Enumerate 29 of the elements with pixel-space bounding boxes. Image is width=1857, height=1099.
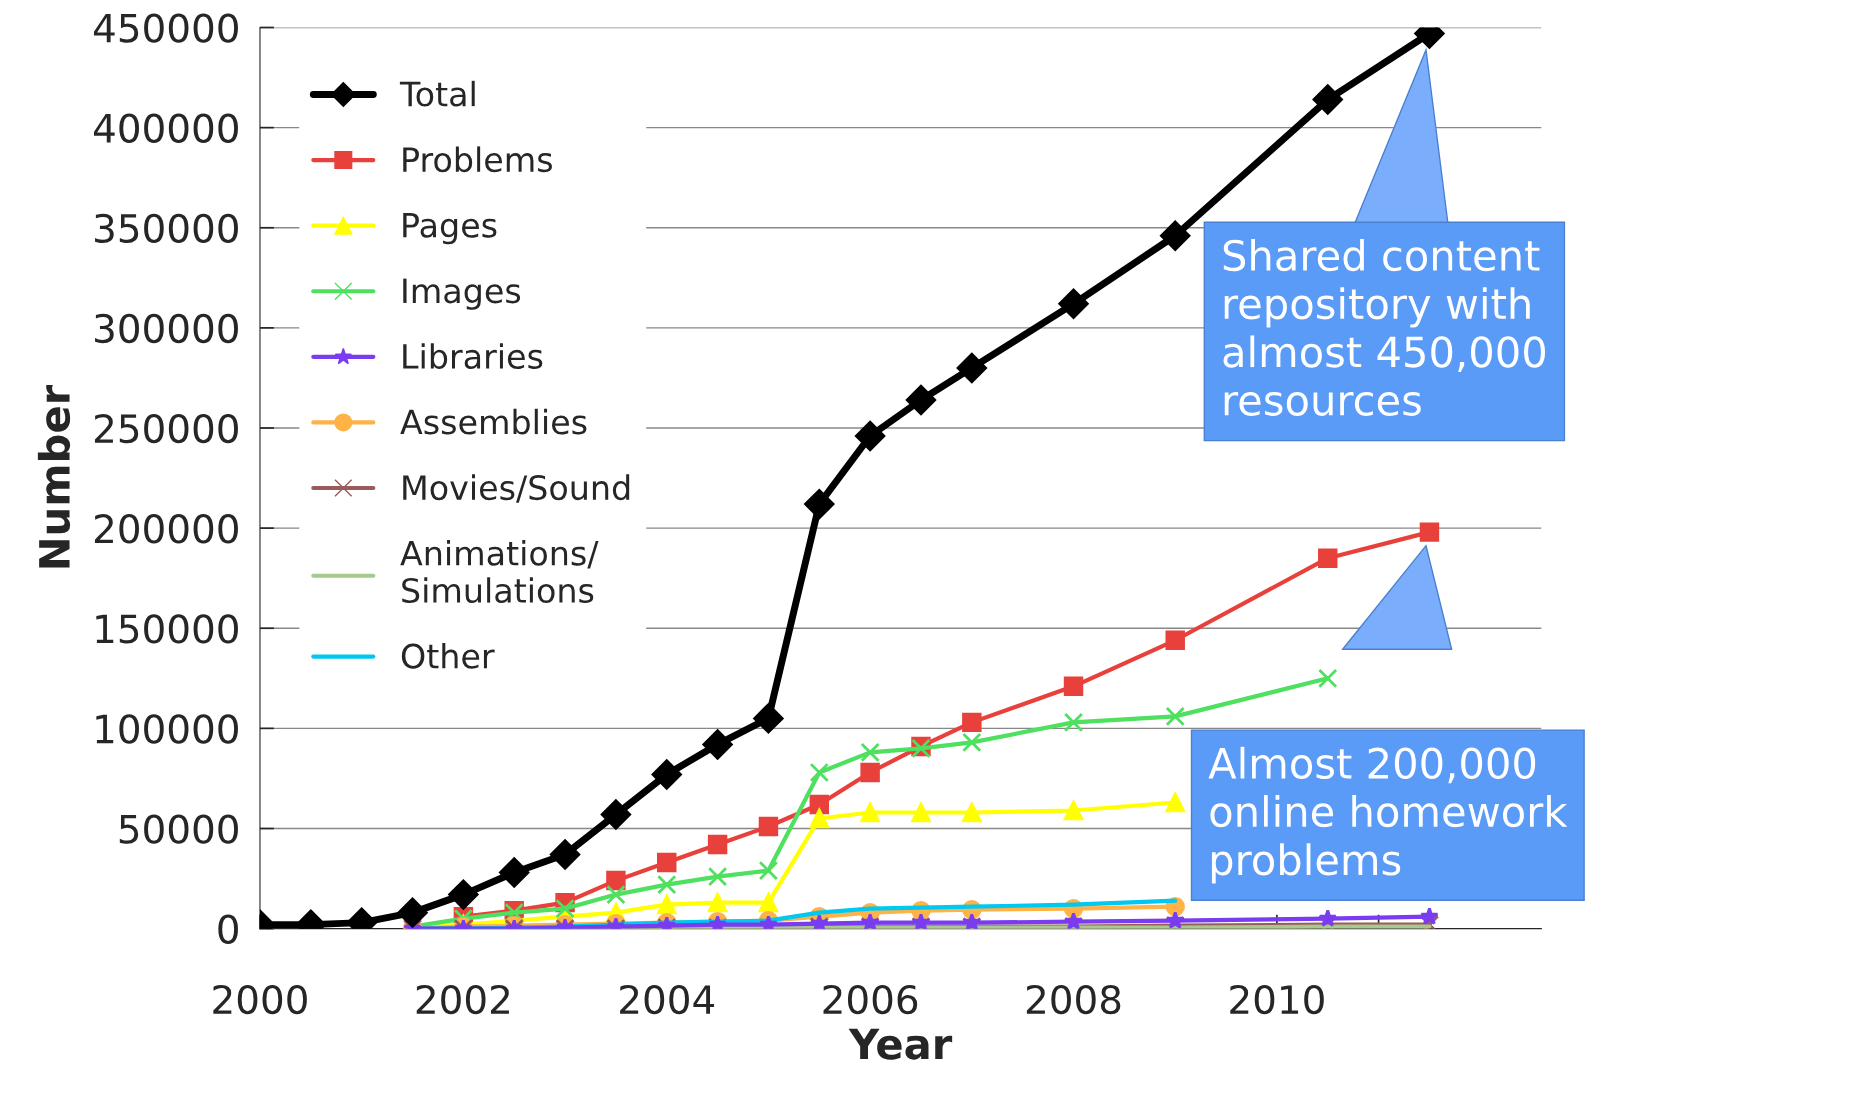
y-tick-label: 350000 [95, 213, 238, 244]
legend-label: Animations/ Simulations [400, 539, 599, 604]
x-tick-label: 2002 [416, 984, 509, 1015]
y-axis-title: Number [37, 384, 71, 568]
x-tick-label: 2006 [823, 984, 918, 1015]
legend-label: Movies/Sound [403, 474, 630, 503]
annotation: Almost 200,000 online homework problems [1208, 746, 1568, 884]
x-tick-label: 2000 [213, 984, 307, 1015]
y-tick-label: 400000 [93, 113, 238, 143]
x-tick-label: 2010 [1230, 984, 1324, 1015]
y-tick-label: 300000 [95, 313, 238, 344]
x-tick-label: 2004 [620, 984, 715, 1015]
y-tick-label: 250000 [94, 413, 238, 444]
legend-label: Libraries [403, 343, 543, 369]
annotation: Shared content repository with almost 450,000 resources [1223, 238, 1545, 416]
y-tick-label: 200000 [94, 514, 238, 544]
x-axis-title: Year [848, 1028, 953, 1060]
legend-label: Problems [403, 146, 552, 173]
y-tick-label: 0 [218, 914, 238, 944]
x-tick-label: 2008 [1026, 984, 1121, 1015]
legend-label: Pages [403, 213, 497, 245]
y-tick-label: 100000 [96, 714, 238, 744]
legend-label: Total [399, 80, 475, 107]
y-tick-label: 50000 [119, 814, 238, 844]
legend-label: Images [403, 278, 521, 310]
legend-label: Assemblies [400, 408, 587, 435]
y-tick-label: 450000 [93, 13, 238, 43]
legend-label: Other [401, 642, 495, 669]
y-tick-label: 150000 [96, 614, 238, 644]
